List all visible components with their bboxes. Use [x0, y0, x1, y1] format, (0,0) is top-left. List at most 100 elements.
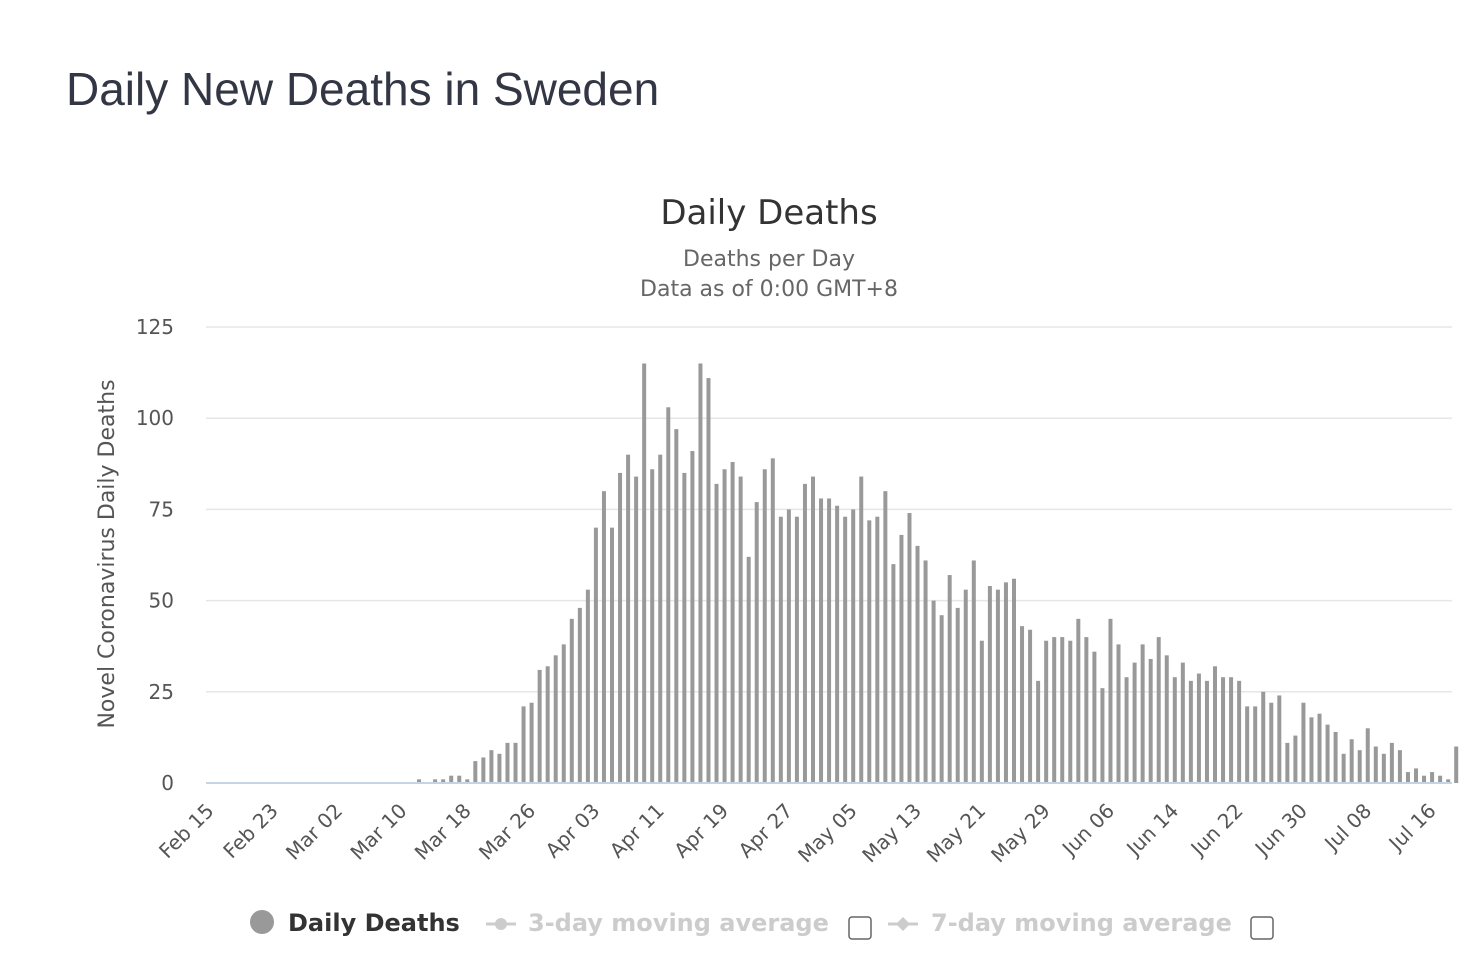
bar[interactable] [714, 483, 719, 783]
bar[interactable] [1028, 629, 1033, 783]
bar[interactable] [1100, 688, 1105, 783]
bar[interactable] [569, 618, 574, 783]
bar[interactable] [1454, 746, 1459, 783]
bar[interactable] [505, 742, 510, 783]
bar[interactable] [433, 779, 438, 783]
bar[interactable] [1373, 746, 1378, 783]
bar[interactable] [513, 742, 518, 783]
bar[interactable] [802, 483, 807, 783]
bar[interactable] [601, 491, 606, 783]
bar[interactable] [1116, 644, 1121, 783]
bar[interactable] [1357, 750, 1362, 783]
bar[interactable] [1381, 753, 1386, 783]
bar[interactable] [545, 666, 550, 783]
bar[interactable] [1108, 618, 1113, 783]
bar[interactable] [835, 505, 840, 783]
bar[interactable] [1229, 677, 1234, 783]
bar[interactable] [706, 378, 711, 783]
bar[interactable] [1237, 680, 1242, 783]
bar[interactable] [537, 669, 542, 783]
bar[interactable] [819, 498, 824, 783]
bar[interactable] [923, 560, 928, 783]
bar[interactable] [971, 560, 976, 783]
bar[interactable] [457, 775, 462, 783]
bar[interactable] [1132, 662, 1137, 783]
bar[interactable] [690, 451, 695, 783]
bar[interactable] [1293, 735, 1298, 783]
bar[interactable] [1269, 702, 1274, 783]
bar[interactable] [1277, 695, 1282, 783]
bar[interactable] [1405, 772, 1410, 783]
bar[interactable] [762, 469, 767, 783]
bar[interactable] [1012, 578, 1016, 783]
bar[interactable] [585, 589, 590, 783]
bar[interactable] [658, 454, 663, 783]
bar[interactable] [529, 702, 534, 783]
bar[interactable] [577, 607, 582, 783]
bar[interactable] [907, 513, 912, 783]
bar[interactable] [1341, 753, 1346, 783]
bar[interactable] [1285, 742, 1290, 783]
bar[interactable] [1180, 662, 1185, 783]
legend-marker-diamond-icon[interactable] [896, 917, 910, 931]
legend-marker-circle-icon[interactable] [495, 918, 507, 930]
bar[interactable] [931, 600, 936, 783]
bar[interactable] [1172, 677, 1177, 783]
bar[interactable] [754, 502, 759, 783]
bar[interactable] [626, 454, 631, 783]
bar[interactable] [1003, 582, 1008, 783]
bar[interactable] [891, 564, 896, 783]
bar[interactable] [1020, 626, 1025, 783]
bar[interactable] [859, 476, 864, 783]
bar[interactable] [786, 509, 791, 783]
bar[interactable] [1140, 644, 1145, 783]
bar[interactable] [1068, 640, 1073, 783]
bar[interactable] [473, 761, 478, 783]
bar[interactable] [883, 491, 888, 783]
bar[interactable] [1060, 637, 1065, 783]
bar[interactable] [939, 615, 944, 783]
bar[interactable] [698, 363, 703, 783]
bar[interactable] [794, 516, 799, 783]
bar[interactable] [851, 509, 856, 783]
bar[interactable] [1076, 618, 1081, 783]
bar[interactable] [875, 516, 880, 783]
bar[interactable] [955, 607, 960, 783]
bar[interactable] [730, 461, 735, 783]
bar[interactable] [867, 520, 872, 783]
bar[interactable] [1333, 731, 1338, 783]
bar[interactable] [634, 476, 639, 783]
legend-item-daily-deaths[interactable]: Daily Deaths [288, 909, 460, 937]
bar[interactable] [995, 589, 1000, 783]
bar[interactable] [441, 779, 446, 783]
bar[interactable] [593, 527, 598, 783]
bar[interactable] [1301, 702, 1306, 783]
legend-checkbox-3-day[interactable] [848, 916, 872, 940]
bar[interactable] [417, 779, 422, 783]
bar[interactable] [827, 498, 832, 783]
bar[interactable] [1084, 637, 1089, 783]
bar[interactable] [674, 429, 679, 783]
bar[interactable] [1414, 768, 1418, 783]
bar[interactable] [1365, 728, 1370, 783]
bar[interactable] [650, 469, 655, 783]
bar[interactable] [1196, 673, 1201, 783]
bar[interactable] [481, 757, 486, 783]
bar[interactable] [1188, 680, 1193, 783]
bar[interactable] [1446, 779, 1451, 783]
bar[interactable] [1164, 655, 1169, 783]
bar[interactable] [1052, 637, 1057, 783]
bar[interactable] [1044, 640, 1049, 783]
bar[interactable] [778, 516, 783, 783]
bar[interactable] [449, 775, 454, 783]
legend-item-7-day-average[interactable]: 7-day moving average [931, 909, 1232, 937]
bar[interactable] [642, 363, 647, 783]
bar[interactable] [1309, 717, 1314, 783]
bar[interactable] [1156, 637, 1161, 783]
bar[interactable] [1325, 724, 1330, 783]
bar[interactable] [1092, 651, 1097, 783]
bar[interactable] [987, 586, 992, 783]
bar[interactable] [947, 575, 952, 783]
bar[interactable] [979, 640, 984, 783]
bar[interactable] [1124, 677, 1129, 783]
